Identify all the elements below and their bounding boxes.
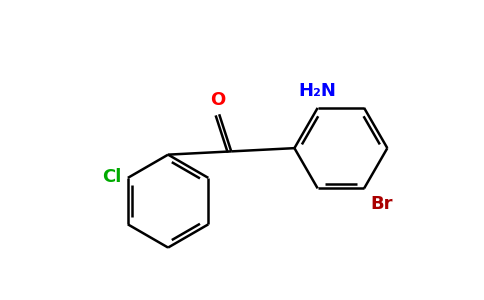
- Text: Cl: Cl: [102, 168, 121, 186]
- Text: Br: Br: [371, 195, 393, 213]
- Text: O: O: [210, 91, 225, 109]
- Text: H₂N: H₂N: [299, 82, 336, 100]
